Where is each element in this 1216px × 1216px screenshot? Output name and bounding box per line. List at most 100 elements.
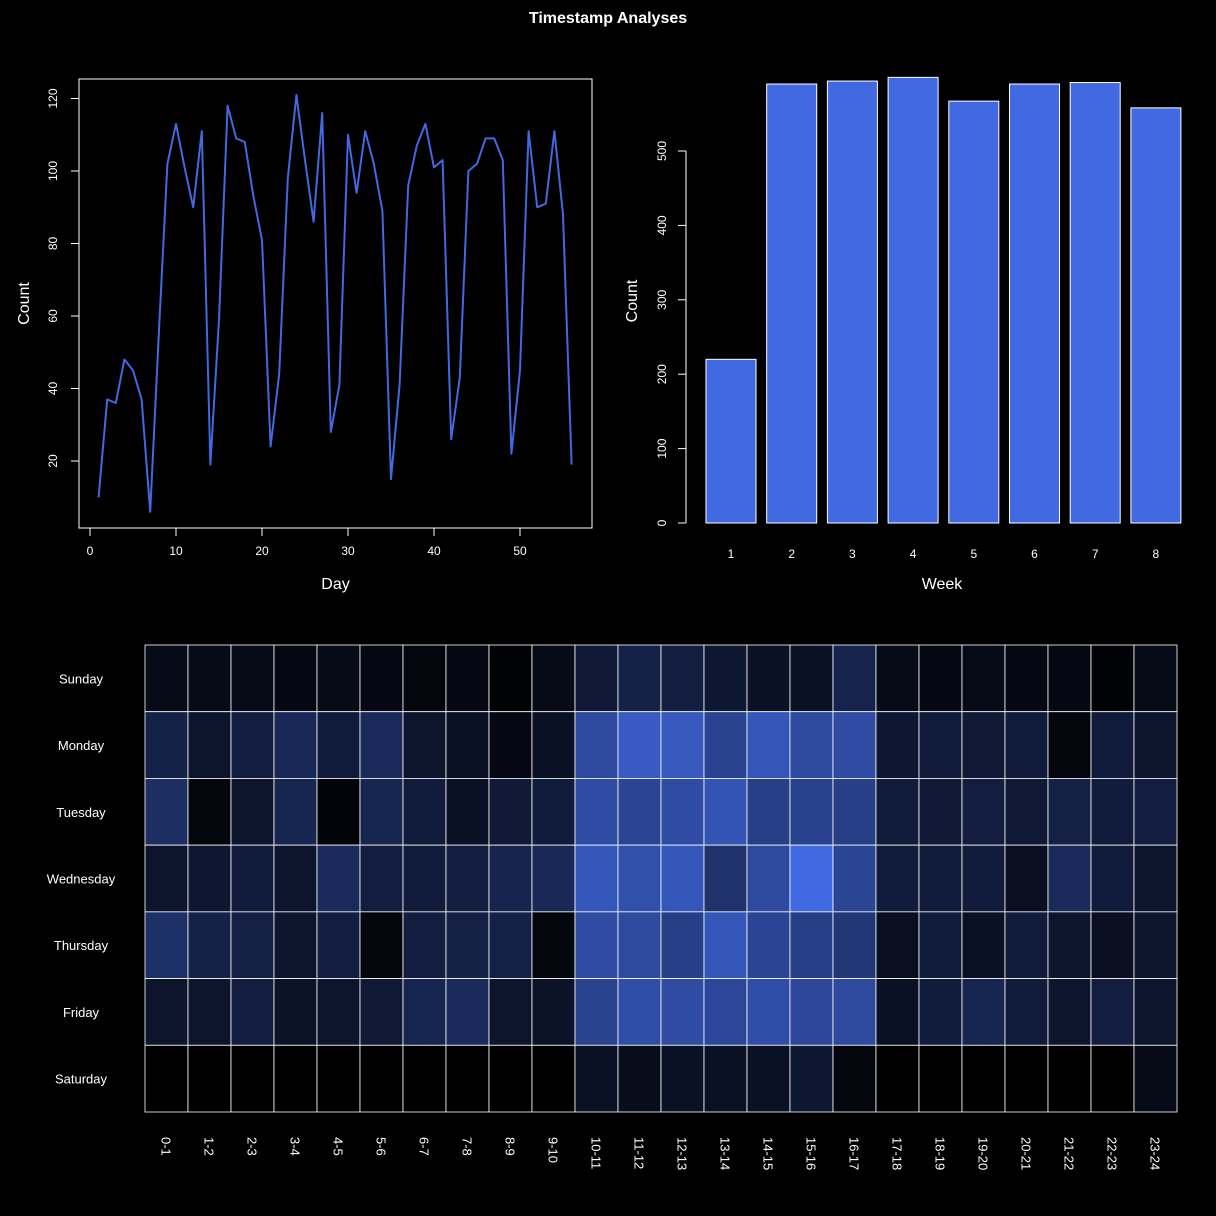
heatmap-cell (316, 778, 361, 846)
x-tick-label: 40 (427, 544, 441, 558)
heatmap-cell (144, 911, 189, 979)
heatmap-cell (144, 844, 189, 913)
heatmap-cell (402, 778, 447, 846)
heatmap-cell (1047, 711, 1092, 779)
heatmap-cell (1047, 911, 1092, 979)
heatmap-cell (746, 778, 791, 846)
heatmap-cell (445, 778, 490, 846)
x-tick-label: 50 (513, 544, 527, 558)
heatmap-column-label: 12-13 (675, 1137, 690, 1170)
heatmap-column-label: 22-23 (1105, 1137, 1120, 1170)
heatmap-cell (660, 644, 705, 713)
heatmap-cell (144, 711, 189, 779)
heatmap-cell (144, 644, 189, 713)
heatmap-row-label: Saturday (55, 1072, 108, 1087)
heatmap-column-label: 23-24 (1148, 1137, 1163, 1170)
heatmap-cell (359, 911, 404, 979)
heatmap-cell (918, 844, 963, 913)
heatmap-cell (746, 844, 791, 913)
page-title: Timestamp Analyses (528, 10, 688, 27)
heatmap-cell (1004, 711, 1049, 779)
heatmap-cell (187, 844, 232, 913)
heatmap-column-label: 13-14 (718, 1137, 733, 1170)
heatmap-cell (875, 711, 920, 779)
heatmap-cell (402, 1044, 447, 1113)
heatmap-cell (1047, 1044, 1092, 1113)
heatmap-cell (746, 711, 791, 779)
heatmap-cell (1133, 978, 1178, 1046)
heatmap-cell (789, 711, 834, 779)
x-tick-label: 4 (910, 547, 917, 561)
heatmap-cell (1004, 911, 1049, 979)
x-tick-label: 30 (341, 544, 355, 558)
heatmap-cell (832, 911, 877, 979)
heatmap-cell (832, 778, 877, 846)
heatmap-cell (273, 711, 318, 779)
x-tick-label: 7 (1092, 547, 1099, 561)
heatmap-cell (531, 644, 576, 713)
heatmap-cell (574, 711, 619, 779)
heatmap-cell (1004, 1044, 1049, 1113)
heatmap-column-label: 4-5 (331, 1137, 346, 1156)
heatmap-cell (1004, 978, 1049, 1046)
heatmap-column-label: 17-18 (890, 1137, 905, 1170)
heatmap-cell (918, 644, 963, 713)
heatmap-cell (617, 844, 662, 913)
x-axis-label: Week (922, 576, 964, 593)
heatmap-cell (660, 844, 705, 913)
heatmap-cell (488, 911, 533, 979)
heatmap-cell (832, 978, 877, 1046)
heatmap-cell (1047, 978, 1092, 1046)
heatmap-cell (703, 711, 748, 779)
daily-count-series-line (97, 93, 573, 513)
heatmap-column-label: 14-15 (761, 1137, 776, 1170)
heatmap-cell (574, 778, 619, 846)
heatmap-row-label: Monday (58, 738, 105, 753)
heatmap-column-label: 9-10 (546, 1137, 561, 1163)
heatmap-cell (445, 978, 490, 1046)
heatmap-cell (1047, 778, 1092, 846)
y-tick-label: 200 (655, 364, 669, 384)
heatmap-cell (617, 711, 662, 779)
heatmap-cell (789, 778, 834, 846)
heatmap-cell (574, 978, 619, 1046)
week-bar (826, 80, 878, 524)
heatmap-cell (144, 978, 189, 1046)
heatmap-cell (230, 644, 275, 713)
heatmap-cell (1090, 978, 1135, 1046)
heatmap-cell (488, 844, 533, 913)
heatmap-cell (187, 711, 232, 779)
heatmap-cell (273, 778, 318, 846)
week-bar (766, 83, 818, 524)
heatmap-cell (961, 844, 1006, 913)
heatmap-cell (1133, 844, 1178, 913)
heatmap-cell (617, 978, 662, 1046)
heatmap-cell (187, 911, 232, 979)
heatmap-cell (187, 1044, 232, 1113)
heatmap-column-label: 0-1 (159, 1137, 174, 1156)
heatmap-cell (1133, 911, 1178, 979)
heatmap-cell (144, 778, 189, 846)
heatmap-cell (488, 1044, 533, 1113)
heatmap-cell (574, 844, 619, 913)
heatmap-cell (918, 711, 963, 779)
heatmap-cell (660, 711, 705, 779)
heatmap-cell (832, 1044, 877, 1113)
week-bar (948, 100, 1000, 524)
heatmap-cell (703, 1044, 748, 1113)
heatmap-cell (402, 978, 447, 1046)
x-tick-label: 0 (87, 544, 94, 558)
heatmap-column-label: 19-20 (976, 1137, 991, 1170)
x-tick-label: 5 (970, 547, 977, 561)
heatmap-cell (316, 844, 361, 913)
heatmap-cell (961, 644, 1006, 713)
heatmap-cell (1047, 644, 1092, 713)
heatmap-cell (1004, 844, 1049, 913)
heatmap-column-label: 11-12 (632, 1137, 647, 1169)
heatmap-cell (1047, 844, 1092, 913)
heatmap-cell (1090, 911, 1135, 979)
heatmap-cell (875, 778, 920, 846)
heatmap-column-label: 3-4 (288, 1137, 303, 1156)
y-tick-label: 500 (655, 141, 669, 161)
